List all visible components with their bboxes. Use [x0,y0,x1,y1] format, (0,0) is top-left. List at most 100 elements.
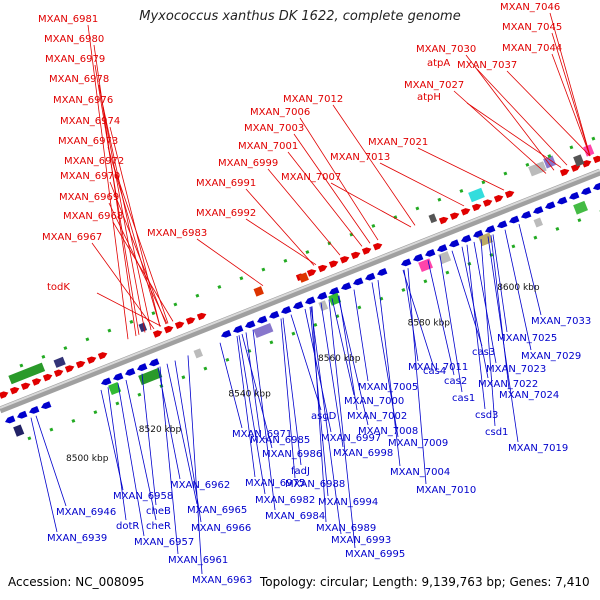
top-gene-label: MXAN_7045 [502,22,562,33]
top-gene-label: MXAN_7001 [238,141,298,152]
top-gene-label: MXAN_6976 [53,95,113,106]
top-gene-label: MXAN_7037 [457,60,517,71]
forward-gene-arrow [53,369,64,377]
reverse-gene-arrow [233,325,244,333]
bottom-gene-label: cheB [146,506,171,517]
reverse-gene-arrow [125,367,136,376]
top-gene-label: MXAN_7006 [250,107,310,118]
gene-block [253,286,264,297]
gene-block [193,348,203,359]
top-gene-label: MXAN_6968 [63,211,123,222]
reverse-gene-arrow [17,410,28,419]
feature-dot [459,189,464,193]
top-gene-label: MXAN_6983 [147,228,207,239]
gene-block [138,322,148,333]
feature-dot [49,427,54,432]
feature-dot [533,235,538,240]
top-gene-label: MXAN_6999 [218,158,278,169]
forward-gene-arrow [20,382,31,391]
gene-block [528,161,547,177]
feature-dot [511,244,516,249]
feature-dot [371,223,376,228]
top-gene-label: MXAN_7007 [281,172,341,183]
forward-gene-arrow [581,160,592,168]
bottom-gene-label: MXAN_6997 [321,433,381,444]
bottom-gene-label: MXAN_6975 [245,478,305,489]
reverse-gene-arrow [281,306,292,314]
bottom-gene-label: csd3 [475,410,498,421]
top-gene-label: MXAN_6973 [58,136,118,147]
gene-block [573,200,588,215]
bottom-gene-label: MXAN_6993 [331,535,391,546]
forward-gene-arrow [328,260,339,268]
top-gene-label: MXAN_6980 [44,34,104,45]
feature-dot [423,279,428,284]
reverse-gene-arrow [497,220,508,229]
bottom-gene-label: MXAN_6994 [318,497,378,508]
gene-block [468,187,485,203]
feature-dot [291,331,296,336]
top-gene-label: atpH [417,92,441,103]
top-gene-label: MXAN_7044 [502,43,562,54]
bottom-gene-label: MXAN_6946 [56,507,116,518]
bottom-gene-label: dotR [116,521,139,532]
forward-gene-arrow [361,247,372,255]
bottom-gene-label: MXAN_6966 [191,523,251,534]
reverse-gene-arrow [245,320,256,329]
forward-gene-arrow [9,387,20,395]
bottom-gene-label: csd1 [485,427,508,438]
gene-block [108,382,122,396]
top-gene-label: MXAN_6978 [49,74,109,85]
top-gene-label: MXAN_6972 [64,156,124,167]
genome-backbone [0,168,600,414]
bottom-gene-label: MXAN_7023 [486,364,546,375]
reverse-gene-arrow [485,225,496,233]
gene-block [253,323,274,339]
forward-gene-arrow [482,199,493,207]
forward-gene-arrow [504,190,515,199]
feature-dot [71,418,76,423]
bottom-gene-label: cas2 [444,376,467,387]
top-gene-label: MXAN_7013 [330,152,390,163]
gene-block [318,300,329,312]
reverse-gene-arrow [473,229,484,238]
bottom-gene-label: MXAN_7024 [499,390,559,401]
tick-label: 8540 kbp [228,390,271,400]
bottom-gene-label: MXAN_6988 [285,479,345,490]
reverse-gene-arrow [317,291,328,300]
bottom-gene-label: MXAN_6984 [265,511,325,522]
reverse-gene-arrow [221,329,232,338]
reverse-gene-arrow [137,363,148,371]
feature-dot [401,288,406,292]
bottom-gene-label: cheR [146,521,171,532]
feature-dot [239,276,244,281]
bottom-gene-label: fadJ [291,466,310,477]
forward-gene-arrow [592,155,600,164]
bottom-gene-label: MXAN_7019 [508,443,568,454]
bottom-gene-label: MXAN_6986 [262,449,322,460]
bottom-gene-label: MXAN_7000 [344,396,404,407]
tick-label: 8500 kbp [66,454,109,464]
gene-block [138,367,163,386]
bottom-gene-label: cas3 [472,347,495,358]
top-gene-label: MXAN_6991 [196,178,256,189]
reverse-gene-arrow [521,210,532,219]
forward-gene-arrow [339,256,350,264]
feature-dot [19,363,24,368]
reverse-gene-arrow [305,296,316,305]
gene-block [573,154,585,167]
feature-dot [547,154,552,159]
bottom-gene-label: MXAN_7010 [416,485,476,496]
reverse-gene-arrow [293,301,304,310]
reverse-gene-arrow [461,234,472,243]
bottom-gene-label: MXAN_6958 [113,491,173,502]
forward-gene-arrow [460,208,471,216]
feature-dot [525,162,530,167]
tick-label: 8520 kbp [139,425,182,435]
feature-dot [93,410,98,415]
bottom-gene-label: MXAN_6963 [192,575,252,586]
forward-gene-arrow [372,243,383,251]
bottom-gene-label: MXAN_7029 [521,351,581,362]
forward-gene-arrow [493,195,504,203]
